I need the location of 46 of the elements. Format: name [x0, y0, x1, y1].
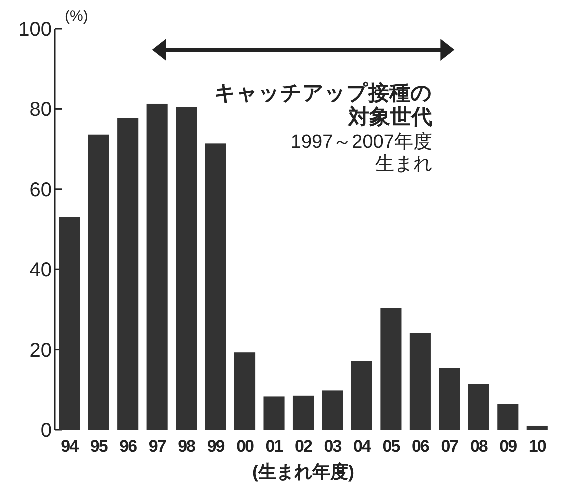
x-tick-label: 02	[295, 437, 312, 456]
bar	[468, 384, 490, 430]
bar	[176, 107, 198, 430]
x-axis-title: (生まれ年度)	[252, 462, 354, 482]
bar	[118, 118, 139, 430]
x-tick-label: 98	[178, 437, 196, 456]
y-tick-label: 0	[40, 420, 52, 442]
bar	[264, 396, 285, 430]
x-tick-label: 97	[148, 437, 166, 456]
annotation: 1997～2007年度	[290, 131, 432, 153]
bar	[292, 396, 314, 430]
y-tick-label: 60	[30, 179, 52, 202]
y-tick-label: 100	[18, 19, 52, 41]
bar	[59, 217, 80, 430]
annotation: 生まれ	[375, 154, 432, 175]
y-tick-label: 40	[30, 260, 52, 282]
y-axis-title: (%)	[65, 8, 88, 25]
bar	[498, 404, 519, 430]
bar	[526, 426, 548, 430]
bar	[351, 361, 372, 430]
bar	[410, 333, 431, 430]
bar	[205, 144, 226, 430]
annotation: 対象世代	[347, 105, 432, 129]
x-tick-label: 00	[236, 437, 254, 456]
x-tick-label: 06	[412, 437, 430, 456]
x-tick-label: 03	[324, 437, 342, 456]
x-tick-label: 09	[500, 437, 518, 456]
x-tick-label: 07	[441, 437, 459, 456]
bar	[88, 134, 110, 430]
x-tick-label: 10	[528, 437, 546, 456]
x-tick-label: 96	[120, 437, 138, 456]
bar	[380, 308, 402, 430]
bar	[439, 368, 460, 430]
x-tick-label: 05	[382, 437, 400, 456]
y-tick-label: 20	[30, 340, 52, 362]
bar	[234, 352, 256, 430]
x-tick-label: 04	[354, 437, 372, 456]
bar	[146, 104, 168, 430]
annotation: キャッチアップ接種の	[214, 81, 432, 105]
bar	[322, 390, 344, 430]
y-tick-label: 80	[30, 99, 52, 122]
x-tick-label: 01	[266, 437, 284, 456]
x-tick-label: 08	[470, 437, 488, 456]
x-tick-label: 99	[207, 437, 225, 456]
x-tick-label: 94	[61, 437, 80, 456]
x-tick-label: 95	[90, 437, 108, 456]
